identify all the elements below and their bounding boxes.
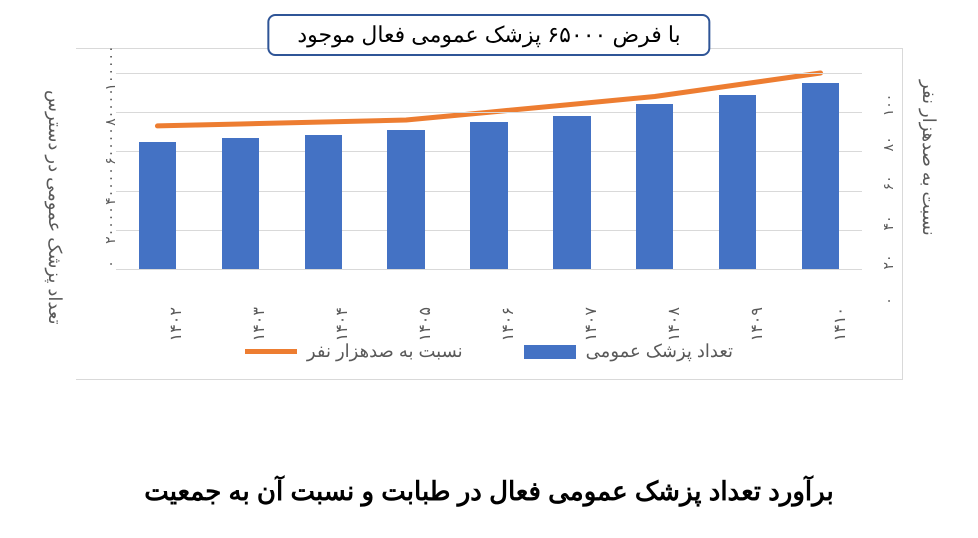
legend-label-line: نسبت به صدهزار نفر [307,341,463,362]
legend-swatch-line [245,349,297,354]
x-tick-label: ۱۴۰۵ [415,307,435,341]
figure-caption: برآورد تعداد پزشک عمومی فعال در طبابت و … [0,476,978,507]
x-tick-label: ۱۴۰۶ [498,307,518,341]
x-tick-label: ۱۴۰۷ [581,307,601,341]
y-right-axis-title: نسبت به صدهزار نفر [918,80,940,236]
gridline [116,73,862,74]
legend: تعداد پزشک عمومی نسبت به صدهزار نفر [76,341,902,377]
y-right-tick-label: ۲۰ [880,242,897,282]
legend-label-bar: تعداد پزشک عمومی [586,341,733,362]
bar [222,138,259,269]
gridline [116,269,862,270]
x-axis-labels: ۱۴۰۲ ۱۴۰۳ ۱۴۰۴ ۱۴۰۵ ۱۴۰۶ ۱۴۰۷ ۱۴۰۸ ۱۴۰۹ ۱۴۱۰ [116,271,862,351]
legend-item-bar: تعداد پزشک عمومی [524,341,733,362]
chart-frame: ۰۲۰۰۰۰۴۰۰۰۰۶۰۰۰۰۸۰۰۰۰۱۰۰۰۰۰ ۰۲۰۴۰۶۰۸۰۱۰۰… [76,48,903,380]
y-right-ticks: ۰۲۰۴۰۶۰۸۰۱۰۰ [862,73,902,269]
assumption-title-text: با فرض ۶۵۰۰۰ پزشک عمومی فعال موجود [297,22,680,47]
x-tick-label: ۱۴۰۹ [747,307,767,341]
assumption-title-box: با فرض ۶۵۰۰۰ پزشک عمومی فعال موجود [267,14,710,56]
legend-swatch-bar [524,345,576,359]
bar [802,83,839,269]
y-left-tick-label: ۱۰۰۰۰۰ [102,33,119,103]
y-right-tick-label: ۶۰ [880,163,897,203]
x-tick-label: ۱۴۰۸ [664,307,684,341]
y-left-axis-title: تعداد پزشک عمومی در دسترس [44,90,66,325]
x-tick-label: ۱۴۰۲ [167,307,187,341]
plot-area [116,73,862,269]
bar [139,142,176,269]
bar [553,116,590,269]
bar [636,104,673,269]
x-tick-label: ۱۴۰۳ [250,307,270,341]
legend-item-line: نسبت به صدهزار نفر [245,341,463,362]
y-right-tick-label: ۰ [880,281,897,321]
y-right-tick-label: ۸۰ [880,124,897,164]
x-tick-label: ۱۴۱۰ [830,307,850,341]
y-right-tick-label: ۴۰ [880,203,897,243]
bar [305,135,342,269]
bar [719,95,756,269]
bar [387,130,424,269]
y-right-tick-label: ۱۰۰ [880,85,897,125]
y-left-ticks: ۰۲۰۰۰۰۴۰۰۰۰۶۰۰۰۰۸۰۰۰۰۱۰۰۰۰۰ [76,73,116,269]
bar [470,122,507,269]
x-tick-label: ۱۴۰۴ [332,307,352,341]
